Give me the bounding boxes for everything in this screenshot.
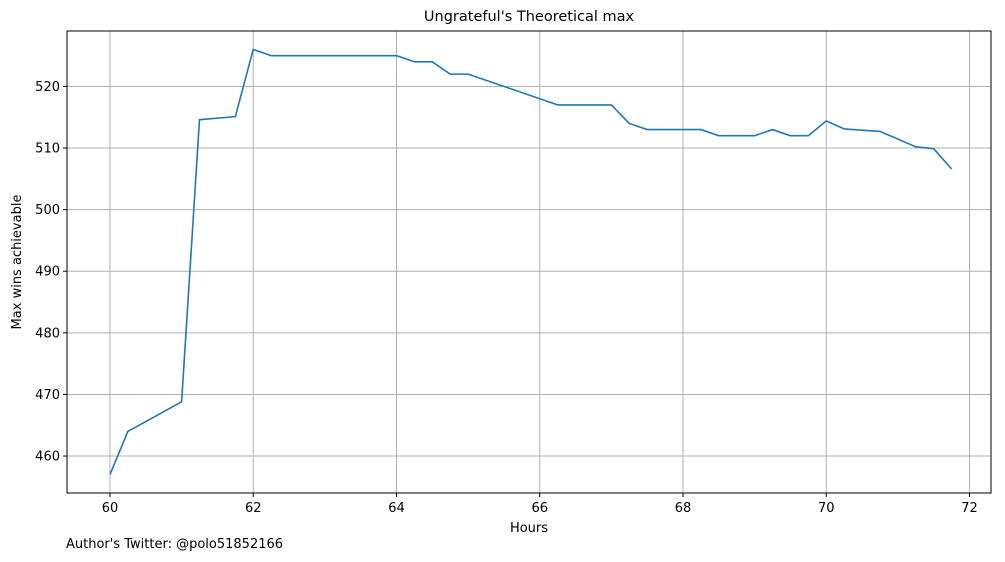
- y-tick-label: 460: [35, 450, 60, 465]
- x-axis-label: Hours: [510, 521, 548, 536]
- author-credit: Author's Twitter: @polo51852166: [66, 537, 284, 552]
- x-tick-label: 66: [531, 501, 548, 516]
- series-layer: [109, 48, 953, 475]
- x-tick-label: 62: [245, 501, 262, 516]
- y-axis-label: Max wins achievable: [10, 195, 25, 330]
- y-tick-label: 490: [35, 265, 60, 280]
- gridlines: [67, 31, 991, 493]
- x-tick-label: 72: [961, 501, 978, 516]
- x-tick-label: 60: [102, 501, 119, 516]
- y-tick-label: 470: [35, 388, 60, 403]
- x-tick-label: 64: [388, 501, 405, 516]
- y-tick-label: 500: [35, 203, 60, 218]
- x-tick-label: 68: [675, 501, 692, 516]
- plot-frame: [66, 30, 992, 494]
- axis-ticks: 60 62 64 66 68 70 72 460 470 480 490 500 510 520: [35, 80, 978, 516]
- x-tick-label: 70: [818, 501, 835, 516]
- y-tick-label: 520: [35, 80, 60, 95]
- y-tick-label: 510: [35, 142, 60, 157]
- y-tick-label: 480: [35, 326, 60, 341]
- chart-title: Ungrateful's Theoretical max: [424, 9, 635, 25]
